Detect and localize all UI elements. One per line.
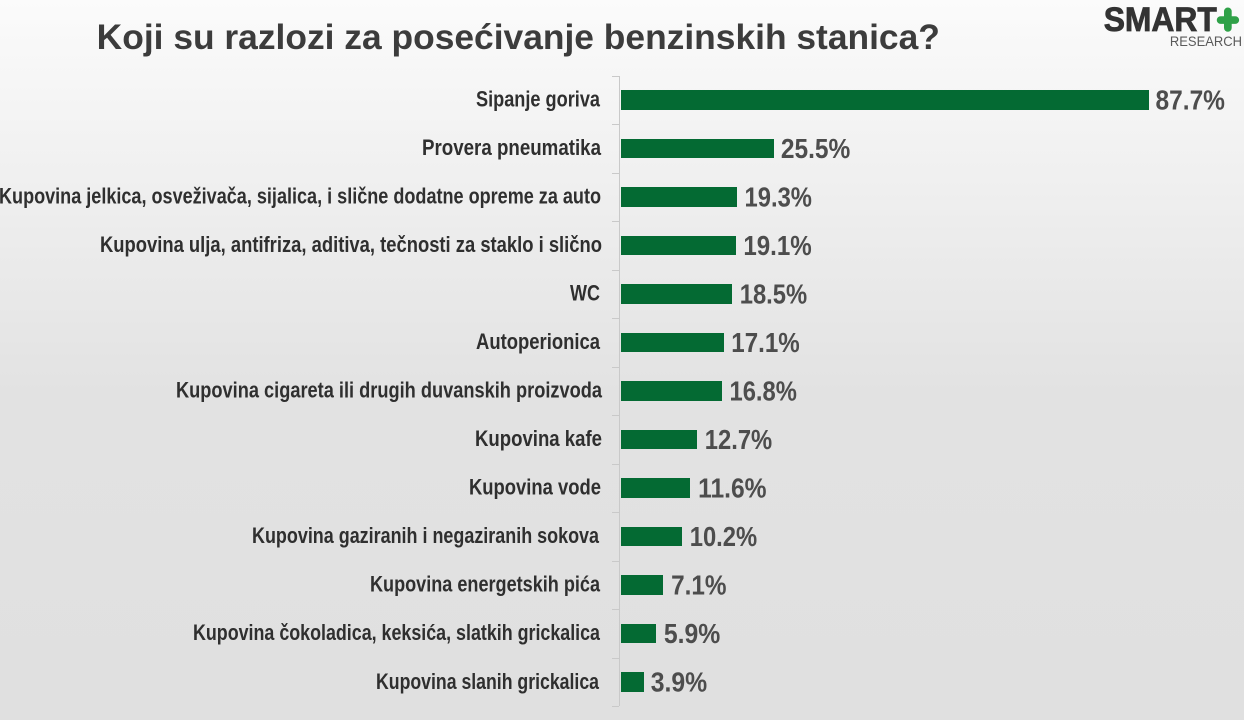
svg-text:Kupovina slanih grickalica: Kupovina slanih grickalica [376, 669, 600, 694]
svg-text:19.3%: 19.3% [745, 182, 812, 213]
svg-text:Kupovina cigareta ili drugih d: Kupovina cigareta ili drugih duvanskih p… [176, 378, 603, 403]
svg-text:Sipanje goriva: Sipanje goriva [476, 87, 601, 112]
svg-text:12.7%: 12.7% [705, 424, 772, 455]
svg-text:7.1%: 7.1% [671, 570, 726, 601]
svg-text:87.7%: 87.7% [1156, 85, 1225, 116]
svg-text:Kupovina gaziranih i negaziran: Kupovina gaziranih i negaziranih sokova [252, 523, 600, 548]
svg-text:RESEARCH: RESEARCH [1170, 33, 1242, 49]
svg-text:Kupovina ulja, antifriza, adit: Kupovina ulja, antifriza, aditiva, tečno… [100, 232, 602, 257]
svg-text:10.2%: 10.2% [690, 521, 757, 552]
svg-text:Provera pneumatika: Provera pneumatika [422, 135, 602, 160]
svg-text:Kupovina čokoladica, keksića,: Kupovina čokoladica, keksića, slatkih gr… [193, 620, 601, 645]
svg-text:18.5%: 18.5% [740, 279, 807, 310]
svg-text:25.5%: 25.5% [781, 133, 850, 164]
svg-text:11.6%: 11.6% [698, 473, 766, 504]
svg-text:19.1%: 19.1% [743, 230, 811, 261]
svg-text:Kupovina jelkica, osveživača,: Kupovina jelkica, osveživača, sijalica, … [0, 184, 601, 209]
svg-text:WC: WC [570, 281, 600, 306]
svg-text:Kupovina kafe: Kupovina kafe [475, 426, 602, 451]
svg-text:16.8%: 16.8% [729, 376, 796, 407]
svg-text:17.1%: 17.1% [731, 327, 799, 358]
svg-text:3.9%: 3.9% [651, 667, 707, 698]
svg-text:Koji su razlozi za posećivanje: Koji su razlozi za posećivanje benzinski… [97, 18, 940, 57]
svg-text:Autoperionica: Autoperionica [476, 329, 601, 354]
svg-text:SMART: SMART [1104, 1, 1217, 39]
svg-text:Kupovina energetskih pića: Kupovina energetskih pića [370, 572, 601, 597]
svg-text:5.9%: 5.9% [664, 618, 720, 649]
svg-text:Kupovina vode: Kupovina vode [469, 475, 601, 500]
